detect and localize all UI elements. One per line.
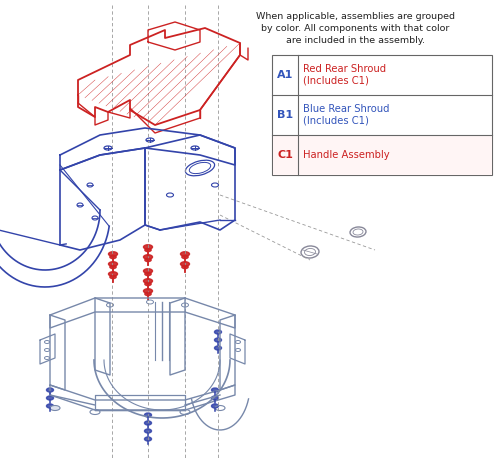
Ellipse shape xyxy=(110,255,116,259)
Ellipse shape xyxy=(108,272,118,276)
Ellipse shape xyxy=(145,272,151,276)
Text: B1: B1 xyxy=(277,110,293,120)
Ellipse shape xyxy=(144,245,152,249)
Text: Red Rear Shroud
(Includes C1): Red Rear Shroud (Includes C1) xyxy=(303,64,386,86)
Ellipse shape xyxy=(144,279,152,283)
Ellipse shape xyxy=(214,346,222,350)
Text: When applicable, assemblies are grouped
by color. All components with that color: When applicable, assemblies are grouped … xyxy=(256,12,454,45)
Ellipse shape xyxy=(182,265,188,269)
Ellipse shape xyxy=(214,338,222,342)
Ellipse shape xyxy=(144,437,152,441)
Text: C1: C1 xyxy=(277,150,293,160)
Ellipse shape xyxy=(212,404,218,408)
FancyBboxPatch shape xyxy=(272,135,492,175)
Text: Handle Assembly: Handle Assembly xyxy=(303,150,390,160)
Ellipse shape xyxy=(108,252,118,256)
Ellipse shape xyxy=(145,292,151,296)
Ellipse shape xyxy=(46,396,54,400)
Ellipse shape xyxy=(180,262,190,266)
Ellipse shape xyxy=(145,258,151,262)
Ellipse shape xyxy=(50,405,60,410)
Text: A1: A1 xyxy=(277,70,293,80)
Ellipse shape xyxy=(144,413,152,417)
Ellipse shape xyxy=(145,283,151,286)
Ellipse shape xyxy=(144,429,152,433)
FancyBboxPatch shape xyxy=(272,55,492,175)
Ellipse shape xyxy=(144,255,152,259)
Ellipse shape xyxy=(46,388,54,392)
Ellipse shape xyxy=(144,269,152,273)
Ellipse shape xyxy=(108,262,118,266)
Ellipse shape xyxy=(110,265,116,269)
Ellipse shape xyxy=(144,289,152,293)
Ellipse shape xyxy=(212,396,218,400)
Ellipse shape xyxy=(46,404,54,408)
Text: Blue Rear Shroud
(Includes C1): Blue Rear Shroud (Includes C1) xyxy=(303,104,390,126)
Ellipse shape xyxy=(214,330,222,334)
Ellipse shape xyxy=(145,248,151,252)
Ellipse shape xyxy=(110,276,116,279)
Ellipse shape xyxy=(144,421,152,425)
Ellipse shape xyxy=(182,255,188,259)
Ellipse shape xyxy=(180,252,190,256)
Ellipse shape xyxy=(212,388,218,392)
